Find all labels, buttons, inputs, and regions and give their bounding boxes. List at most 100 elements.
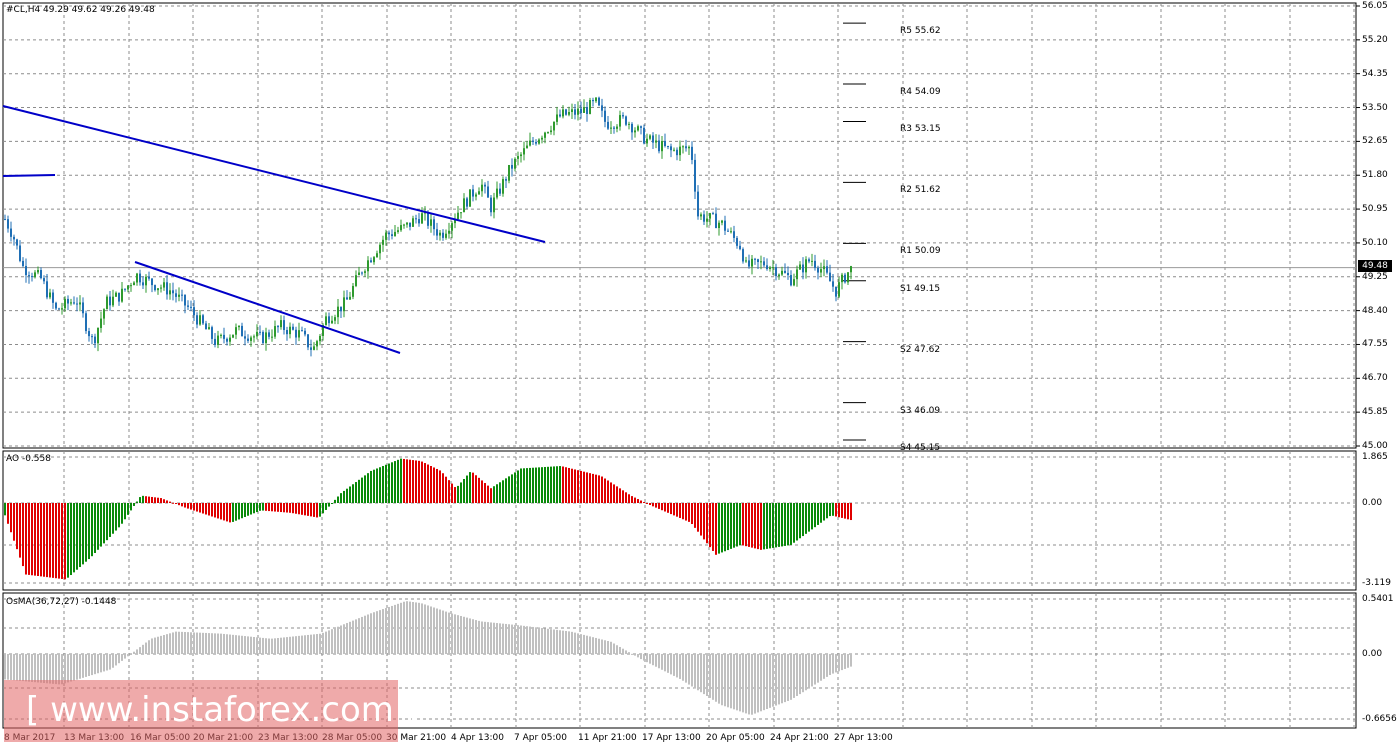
candle-body: [619, 115, 621, 127]
ao-bar: [718, 503, 720, 554]
osma-bar: [559, 630, 561, 654]
candle-body: [334, 317, 336, 321]
price-tick-label: 52.65: [1362, 136, 1388, 147]
candle-body: [604, 110, 606, 122]
osma-bar: [838, 654, 840, 672]
candle-body: [769, 267, 771, 270]
ao-bar: [319, 503, 321, 517]
osma-bar: [475, 620, 477, 654]
candle-body: [247, 338, 249, 341]
ao-bar: [199, 503, 201, 513]
ao-bar: [253, 503, 255, 514]
candle-body: [781, 270, 783, 275]
candle-body: [757, 259, 759, 263]
pivot-label: R2 51.62: [900, 185, 941, 196]
candle-body: [817, 267, 819, 273]
osma-bar: [625, 650, 627, 654]
ao-bar: [61, 503, 63, 579]
ao-bar: [478, 477, 480, 503]
ao-bar: [271, 503, 273, 512]
ao-bar: [547, 466, 549, 503]
candle-body: [391, 234, 393, 236]
ao-bar: [262, 503, 264, 511]
ao-bar: [82, 503, 84, 565]
candle-body: [196, 315, 198, 325]
candle-body: [289, 326, 291, 335]
candle-body: [640, 126, 642, 128]
time-tick-label: 30 Mar 21:00: [386, 733, 447, 743]
candle-body: [301, 330, 303, 332]
ao-bar: [451, 483, 453, 503]
osma-bar: [340, 625, 342, 654]
candle-body: [340, 306, 342, 312]
level-line: [2, 174, 56, 177]
candle-body: [364, 271, 366, 273]
osma-bar: [427, 605, 429, 654]
ao-bar: [484, 483, 486, 503]
ao-bar: [208, 503, 210, 516]
ao-bar: [94, 503, 96, 553]
ao-bar: [397, 459, 399, 503]
ao-bar: [538, 467, 540, 503]
candle-body: [415, 218, 417, 220]
osma-bar: [49, 654, 51, 684]
candle-body: [550, 130, 552, 133]
ao-bar: [412, 460, 414, 503]
osma-bar: [682, 654, 684, 681]
candle-body: [478, 191, 480, 195]
ao-bar: [226, 503, 228, 522]
candle-body: [544, 132, 546, 138]
osma-bar: [268, 638, 270, 654]
candle-body: [646, 138, 648, 144]
candle-body: [367, 260, 369, 272]
osma-bar: [337, 626, 339, 654]
candle-body: [52, 292, 54, 303]
ao-bar: [193, 503, 195, 511]
ao-bar: [649, 503, 651, 505]
osma-bar: [547, 628, 549, 654]
ao-bar: [520, 468, 522, 503]
osma-bar: [649, 654, 651, 664]
candle-body: [316, 341, 318, 347]
osma-bar: [757, 654, 759, 713]
ao-bar: [586, 472, 588, 503]
osma-bar: [214, 633, 216, 654]
osma-bar: [703, 654, 705, 695]
candle-body: [454, 219, 456, 224]
candle-body: [178, 294, 180, 297]
candle-body: [394, 231, 396, 236]
candle-body: [832, 281, 834, 287]
ao-bar: [664, 503, 666, 512]
osma-bar: [184, 632, 186, 654]
panel-frame: [2, 450, 1357, 591]
osma-bar: [808, 654, 810, 689]
osma-bar: [409, 601, 411, 654]
ao-bar: [307, 503, 309, 516]
osma-bar: [745, 654, 747, 714]
candle-body: [598, 97, 600, 106]
osma-bar: [103, 654, 105, 672]
ao-bar: [334, 499, 336, 503]
osma-bar: [343, 624, 345, 654]
osma-tick-label: 0.5401: [1362, 594, 1394, 604]
osma-bar: [538, 627, 540, 654]
osma-bar: [616, 645, 618, 654]
osma-bar: [430, 606, 432, 654]
osma-bar: [88, 654, 90, 676]
osma-bar: [670, 654, 672, 675]
osma-bar: [532, 626, 534, 654]
candle-body: [799, 264, 801, 270]
ao-bar: [748, 503, 750, 547]
osma-bar: [220, 633, 222, 654]
ao-bar: [46, 503, 48, 578]
osma-bar: [826, 654, 828, 677]
candle-body: [64, 298, 66, 309]
candle-body: [70, 302, 72, 304]
ao-bar: [577, 470, 579, 503]
ao-bar: [583, 471, 585, 503]
candle-body: [337, 306, 339, 318]
ao-bar: [697, 503, 699, 532]
osma-bar: [61, 654, 63, 685]
